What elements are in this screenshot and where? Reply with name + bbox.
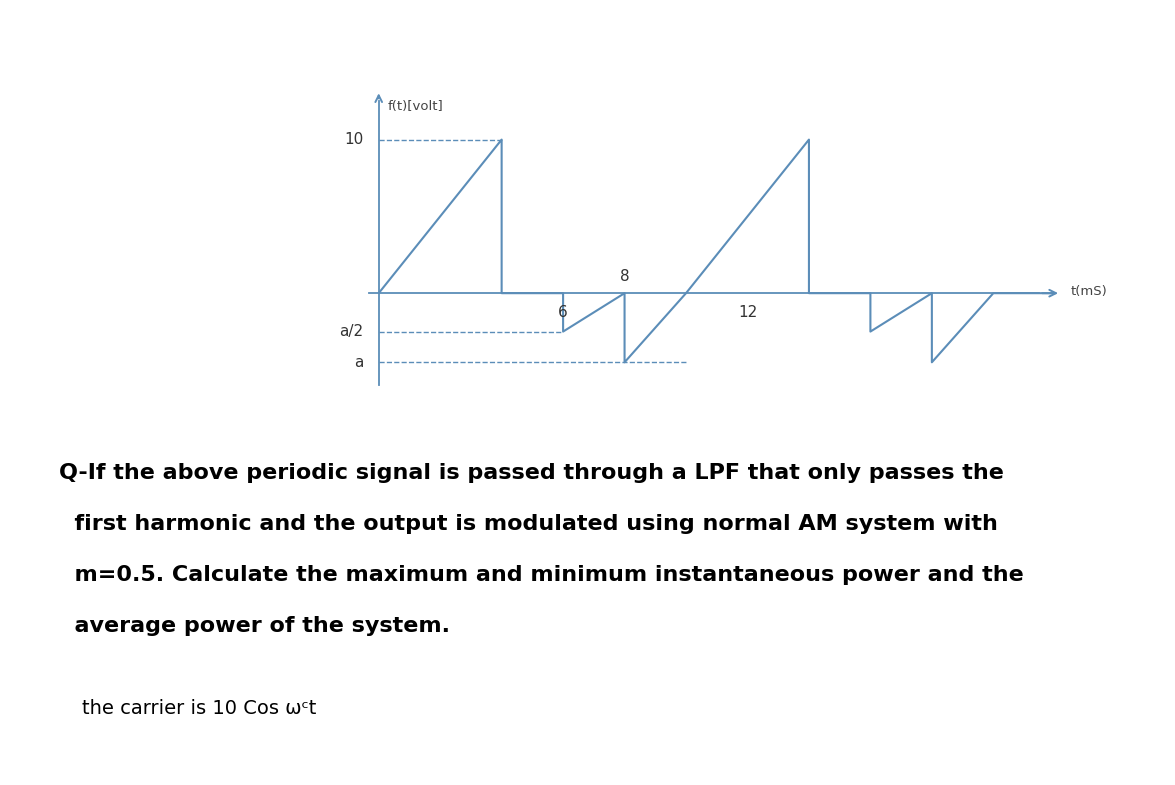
Text: t(mS): t(mS) xyxy=(1070,285,1107,298)
Text: first harmonic and the output is modulated using normal AM system with: first harmonic and the output is modulat… xyxy=(59,514,998,534)
Text: a: a xyxy=(354,355,363,370)
Text: 10: 10 xyxy=(344,132,363,147)
Text: 6: 6 xyxy=(558,305,568,320)
Text: average power of the system.: average power of the system. xyxy=(59,616,450,636)
Text: 12: 12 xyxy=(738,305,757,320)
Text: f(t)[volt]: f(t)[volt] xyxy=(388,100,444,113)
Text: the carrier is 10 Cos ωᶜt: the carrier is 10 Cos ωᶜt xyxy=(82,699,316,717)
Text: Q-If the above periodic signal is passed through a LPF that only passes the: Q-If the above periodic signal is passed… xyxy=(59,463,1003,483)
Text: m=0.5. Calculate the maximum and minimum instantaneous power and the: m=0.5. Calculate the maximum and minimum… xyxy=(59,565,1023,585)
Text: a/2: a/2 xyxy=(340,324,363,339)
Text: 8: 8 xyxy=(619,269,630,284)
